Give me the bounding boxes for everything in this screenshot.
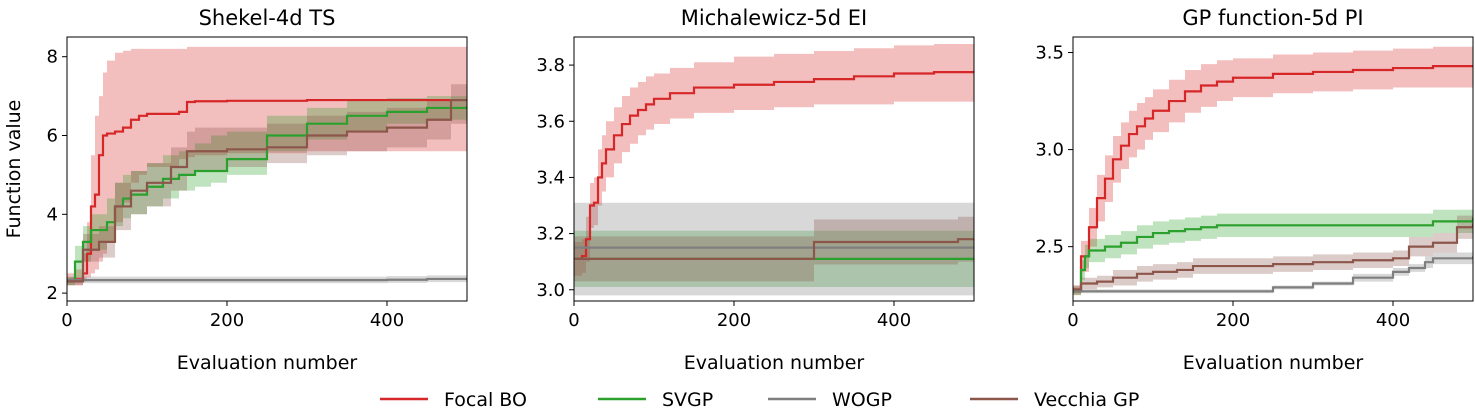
x-tick-label: 200 <box>717 310 751 331</box>
y-tick-label: 4 <box>47 204 58 225</box>
band-focal-bo <box>574 42 974 276</box>
y-tick-label: 2 <box>47 283 58 304</box>
plot-panels: 0 200 400 2 4 6 8 Shekel-4d TS Evaluation number… <box>3 6 1474 374</box>
band-wogp <box>574 202 974 296</box>
line-focal-bo <box>1073 65 1473 293</box>
y-tick-label: 3.0 <box>536 280 565 301</box>
chart-title: GP function-5d PI <box>1182 6 1363 30</box>
x-tick-label: 0 <box>1067 310 1078 331</box>
line-vecchia-gp <box>1073 223 1473 291</box>
legend: Focal BO SVGP WOGP Vecchia GP <box>380 389 1139 409</box>
axes-frame <box>1072 36 1474 302</box>
legend-label: Vecchia GP <box>1034 389 1139 409</box>
legend-label: WOGP <box>832 389 892 409</box>
plot-area <box>1073 44 1473 296</box>
band-svgp <box>1073 205 1473 296</box>
line-focal-bo <box>574 70 974 260</box>
y-tick-label: 2.5 <box>1035 237 1064 258</box>
line-wogp <box>1073 256 1473 293</box>
y-axis-label: Function value <box>3 100 25 239</box>
y-tick-label: 3.5 <box>1035 43 1064 64</box>
y-tick-label: 3.8 <box>536 55 565 76</box>
x-tick-label: 400 <box>1376 310 1410 331</box>
x-tick-label: 0 <box>568 310 579 331</box>
legend-label: SVGP <box>662 389 713 409</box>
band-vecchia-gp <box>574 216 974 282</box>
x-axis-label: Evaluation number <box>684 352 865 374</box>
band-focal-bo <box>67 46 467 286</box>
axes-frame <box>573 36 975 302</box>
y-tick-label: 8 <box>47 47 58 68</box>
legend-item-wogp: WOGP <box>768 389 892 409</box>
panel-shekel-4d-ts: 0 200 400 2 4 6 8 Shekel-4d TS Evaluation number… <box>3 6 468 374</box>
x-tick-label: 400 <box>877 310 911 331</box>
y-tick-label: 3.4 <box>536 167 565 188</box>
x-axis-label: Evaluation number <box>1183 352 1364 374</box>
line-vecchia-gp <box>574 238 974 260</box>
legend-item-vecchia-gp: Vecchia GP <box>970 389 1139 409</box>
line-vecchia-gp <box>67 98 467 283</box>
legend-label: Focal BO <box>444 389 527 409</box>
x-tick-label: 0 <box>61 310 72 331</box>
panel-gp-function-5d-pi: 0 200 400 2.5 3.0 3.5 GP function-5d PI Evaluat… <box>1035 6 1474 374</box>
x-tick-label: 200 <box>1216 310 1250 331</box>
panel-michalewicz-5d-ei: 0 200 400 3.0 3.2 3.4 3.6 3.8 Michalewicz-5d EI E… <box>536 6 975 374</box>
legend-item-svgp: SVGP <box>598 389 713 409</box>
legend-item-focal-bo: Focal BO <box>380 389 527 409</box>
chart-title: Michalewicz-5d EI <box>681 6 867 30</box>
y-tick-label: 3.6 <box>536 111 565 132</box>
plot-area <box>67 46 467 286</box>
chart-title: Shekel-4d TS <box>199 6 336 30</box>
x-axis-label: Evaluation number <box>177 352 358 374</box>
line-wogp <box>67 277 467 282</box>
y-tick-label: 3.0 <box>1035 140 1064 161</box>
line-svgp <box>1073 217 1473 293</box>
axes-frame <box>66 36 468 302</box>
y-tick-label: 6 <box>47 126 58 147</box>
x-tick-label: 400 <box>370 310 404 331</box>
band-focal-bo <box>1073 44 1473 296</box>
y-tick-label: 3.2 <box>536 224 565 245</box>
plot-area <box>574 42 974 296</box>
line-focal-bo <box>67 98 467 283</box>
x-tick-label: 200 <box>210 310 244 331</box>
